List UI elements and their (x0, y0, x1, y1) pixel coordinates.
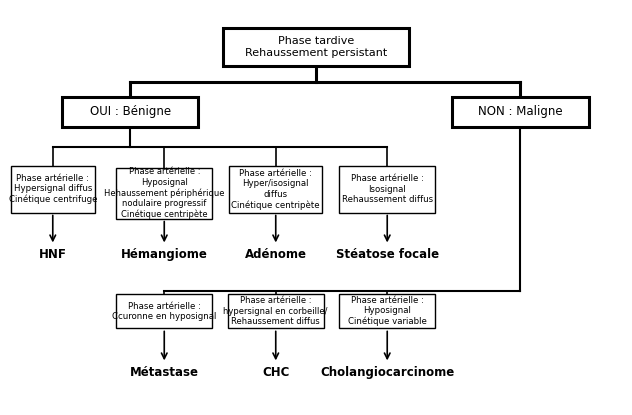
FancyBboxPatch shape (223, 27, 409, 66)
Text: HNF: HNF (39, 248, 67, 261)
FancyBboxPatch shape (339, 294, 435, 329)
Text: Hémangiome: Hémangiome (121, 248, 208, 261)
FancyBboxPatch shape (453, 97, 588, 127)
Text: Stéatose focale: Stéatose focale (336, 248, 439, 261)
FancyBboxPatch shape (11, 166, 95, 212)
Text: NON : Maligne: NON : Maligne (478, 105, 562, 118)
FancyBboxPatch shape (116, 294, 212, 329)
Text: Phase artérielle :
Hypersignal diffus
Cinétique centrifuge: Phase artérielle : Hypersignal diffus Ci… (8, 174, 97, 205)
Text: Phase artérielle :
Hyposignal
Hehaussement périphérique
nodulaire progressif
Cin: Phase artérielle : Hyposignal Hehausseme… (104, 167, 224, 219)
Text: Phase artérielle :
Isosignal
Rehaussement diffus: Phase artérielle : Isosignal Rehaussemen… (342, 174, 433, 204)
Text: Phase tardive
Rehaussement persistant: Phase tardive Rehaussement persistant (245, 36, 387, 58)
Text: Métastase: Métastase (130, 366, 198, 379)
FancyBboxPatch shape (229, 166, 322, 212)
FancyBboxPatch shape (116, 168, 212, 219)
FancyBboxPatch shape (339, 166, 435, 212)
FancyBboxPatch shape (228, 294, 324, 329)
Text: Phase artérielle :
Ccuronne en hyposignal: Phase artérielle : Ccuronne en hyposigna… (112, 302, 216, 321)
Text: CHC: CHC (262, 366, 289, 379)
Text: Phase artérielle :
Hyper/isosignal
diffus
Cinétique centripète: Phase artérielle : Hyper/isosignal diffu… (231, 169, 320, 210)
Text: Phase artérielle :
Hyposignal
Cinétique variable: Phase artérielle : Hyposignal Cinétique … (348, 296, 427, 327)
Text: Phase artérielle :
hypersignal en corbeille/
Rehaussement diffus: Phase artérielle : hypersignal en corbei… (224, 296, 328, 326)
Text: Adénome: Adénome (245, 248, 307, 261)
Text: OUI : Bénigne: OUI : Bénigne (90, 105, 171, 118)
Text: Cholangiocarcinome: Cholangiocarcinome (320, 366, 454, 379)
FancyBboxPatch shape (62, 97, 198, 127)
